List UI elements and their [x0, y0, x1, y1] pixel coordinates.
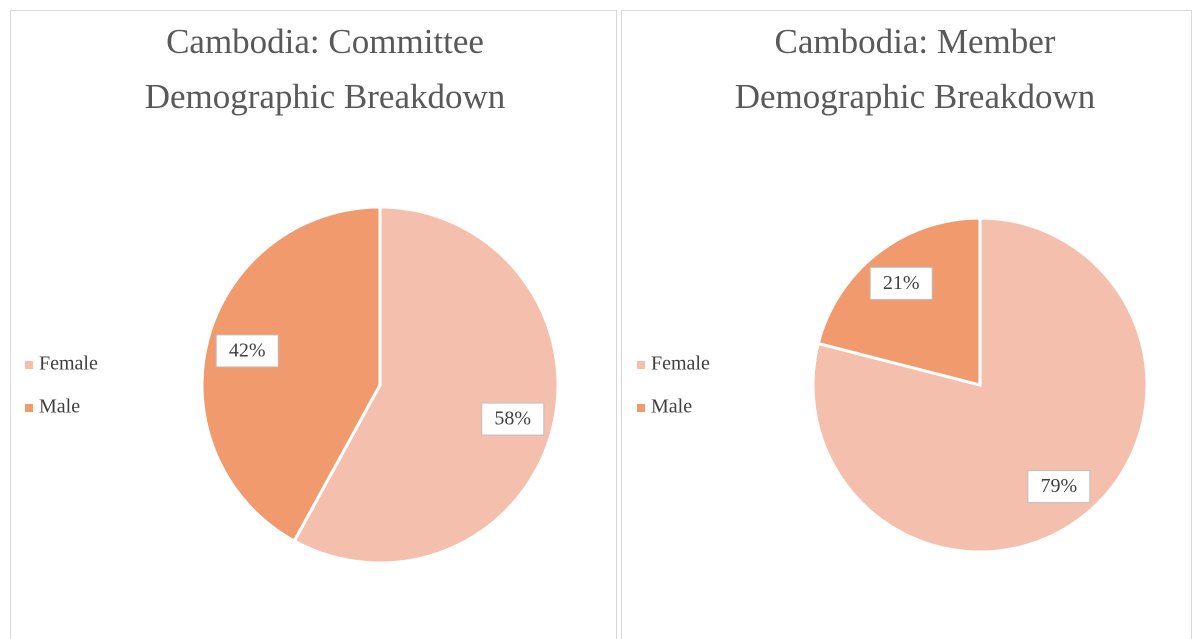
legend-swatch — [637, 361, 645, 369]
legend-label: Male — [39, 396, 80, 418]
data-label-box — [1027, 470, 1091, 504]
data-label: 42% — [229, 340, 266, 362]
chart-panel — [10, 10, 617, 639]
legend-label: Female — [39, 353, 98, 375]
data-label: 79% — [1040, 475, 1077, 497]
legend-swatch — [637, 404, 645, 412]
data-label: 58% — [494, 408, 531, 430]
data-label-box — [869, 266, 933, 300]
data-label-box — [481, 402, 545, 436]
pie-slice — [816, 216, 982, 387]
legend-swatch — [25, 404, 33, 412]
data-label-box — [215, 334, 279, 368]
pie-slice — [292, 205, 560, 565]
chart-title: Cambodia: Committee Demographic Breakdow… — [144, 22, 506, 116]
legend-swatch — [25, 361, 33, 369]
pie-slice — [811, 216, 1149, 554]
legend-label: Female — [651, 353, 710, 375]
data-label: 21% — [883, 272, 920, 294]
chart-title: Cambodia: Member Demographic Breakdown — [734, 22, 1096, 116]
legend-label: Male — [651, 396, 692, 418]
pie-slice — [200, 205, 382, 544]
